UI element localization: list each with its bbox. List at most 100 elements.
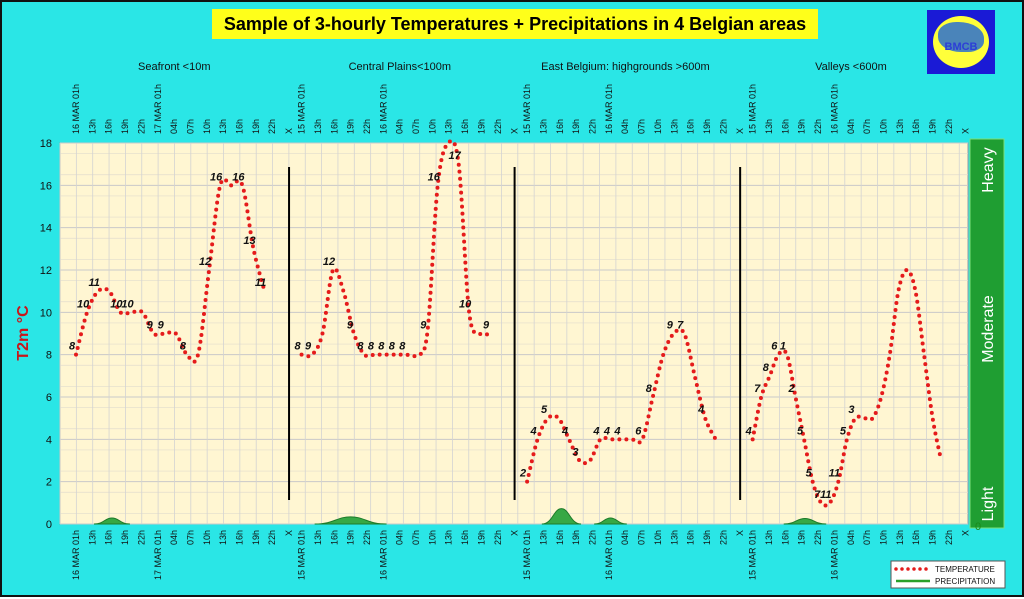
temperature-value-label: 9	[305, 341, 312, 353]
top-tick-label: 22h	[362, 119, 372, 134]
bottom-tick-label: 13h	[895, 530, 905, 545]
bottom-tick-label: 13h	[538, 530, 548, 545]
y-tick-label: 0	[46, 519, 52, 531]
y-tick-label: 8	[46, 350, 52, 362]
top-tick-label: 16 MAR 01h	[829, 84, 839, 134]
bottom-tick-label: 22h	[267, 530, 277, 545]
top-tick-label: 04h	[846, 119, 856, 134]
precipitation-area	[594, 517, 627, 525]
bottom-tick-label: 16h	[686, 530, 696, 545]
top-tick-label: 17 MAR 01h	[153, 84, 163, 134]
temperature-value-label: 5	[541, 404, 548, 416]
top-tick-label: 19h	[120, 119, 130, 134]
bottom-tick-label: 16 MAR 01h	[71, 530, 81, 580]
bottom-tick-label: 04h	[169, 530, 179, 545]
top-tick-label: 19h	[476, 119, 486, 134]
temperature-value-label: 4	[745, 425, 752, 437]
temperature-value-label: 10	[121, 298, 134, 310]
bottom-tick-label: 19h	[571, 530, 581, 545]
top-tick-label: 16 MAR 01h	[604, 84, 614, 134]
top-tick-label: 10h	[878, 119, 888, 134]
bottom-tick-label: 19h	[120, 530, 130, 545]
bottom-tick-label: 22h	[136, 530, 146, 545]
top-tick-label: 13h	[87, 119, 97, 134]
bottom-tick-label: 19h	[797, 530, 807, 545]
temperature-value-label: 9	[420, 320, 427, 332]
bottom-tick-label: 07h	[411, 530, 421, 545]
temperature-value-label: 11	[255, 277, 266, 289]
separator-top-label: X	[284, 128, 294, 134]
temperature-value-label: 17	[449, 150, 462, 162]
separator-top-label: X	[735, 128, 745, 134]
chart-title: Sample of 3-hourly Temperatures + Precip…	[212, 9, 818, 39]
temperature-value-label: 9	[483, 320, 490, 332]
top-tick-label: 22h	[493, 119, 503, 134]
separator-top-label: X	[510, 128, 520, 134]
temperature-value-label: 16	[232, 171, 245, 183]
bottom-tick-label: 22h	[813, 530, 823, 545]
bottom-tick-label: 04h	[395, 530, 405, 545]
precip-zero-label: 0	[975, 521, 981, 533]
bottom-tick-label: 04h	[846, 530, 856, 545]
bottom-tick-label: 19h	[251, 530, 261, 545]
temperature-line	[525, 327, 718, 484]
precip-level-light: Light	[980, 486, 997, 521]
bottom-tick-label: 16 MAR 01h	[378, 530, 388, 580]
top-tick-label: 16h	[104, 119, 114, 134]
region-name: Valleys <600m	[815, 61, 887, 73]
bottom-tick-label: 22h	[493, 530, 503, 545]
top-tick-label: 04h	[395, 119, 405, 134]
bottom-tick-label: 07h	[637, 530, 647, 545]
top-tick-label: 22h	[136, 119, 146, 134]
temperature-value-label: 7	[677, 320, 684, 332]
separator-bottom-label: X	[510, 530, 520, 536]
precipitation-area	[314, 516, 387, 525]
bottom-tick-label: 19h	[928, 530, 938, 545]
precipitation-area	[541, 508, 582, 525]
bottom-tick-label: 16h	[329, 530, 339, 545]
temperature-line	[299, 138, 493, 359]
precip-level-moderate: Moderate	[980, 295, 997, 363]
bottom-tick-label: 17 MAR 01h	[153, 530, 163, 580]
top-tick-label: 16 MAR 01h	[378, 84, 388, 134]
top-tick-label: 16h	[329, 119, 339, 134]
temperature-value-label: 9	[147, 320, 154, 332]
top-tick-label: 10h	[202, 119, 212, 134]
separator-bottom-label: X	[284, 530, 294, 536]
bottom-tick-label: 16 MAR 01h	[604, 530, 614, 580]
bottom-tick-label: 15 MAR 01h	[522, 530, 532, 580]
temperature-value-label: 1	[780, 341, 786, 353]
bottom-tick-label: 10h	[202, 530, 212, 545]
temperature-value-label: 7	[754, 383, 761, 395]
temperature-value-label: 8	[368, 341, 375, 353]
bottom-tick-label: 13h	[764, 530, 774, 545]
y-tick-label: 4	[46, 434, 52, 446]
top-tick-label: 15 MAR 01h	[748, 84, 758, 134]
bottom-tick-label: 15 MAR 01h	[297, 530, 307, 580]
bmcb-logo: BMCB	[927, 10, 995, 74]
region-name: Seafront <10m	[138, 61, 210, 73]
bottom-tick-label: 22h	[362, 530, 372, 545]
temperature-value-label: 4	[592, 425, 599, 437]
top-tick-label: 07h	[637, 119, 647, 134]
bottom-tick-label: 19h	[702, 530, 712, 545]
temperature-value-label: 12	[199, 256, 211, 268]
y-tick-label: 14	[40, 223, 52, 235]
top-tick-label: 19h	[346, 119, 356, 134]
y-tick-label: 16	[40, 180, 52, 192]
temperature-value-label: 8	[399, 341, 406, 353]
temperature-value-label: 4	[603, 425, 610, 437]
top-tick-label: 19h	[702, 119, 712, 134]
bottom-tick-label: 07h	[862, 530, 872, 545]
bottom-tick-label: 13h	[669, 530, 679, 545]
bottom-tick-label: 16h	[235, 530, 245, 545]
top-tick-label: 22h	[813, 119, 823, 134]
bottom-tick-label: 16h	[911, 530, 921, 545]
temperature-value-label: 4	[613, 425, 620, 437]
region-name: East Belgium: highgrounds >600m	[541, 61, 709, 73]
temperature-value-label: 8	[180, 341, 187, 353]
top-tick-label: 16h	[235, 119, 245, 134]
belgium-map-icon	[938, 22, 984, 52]
